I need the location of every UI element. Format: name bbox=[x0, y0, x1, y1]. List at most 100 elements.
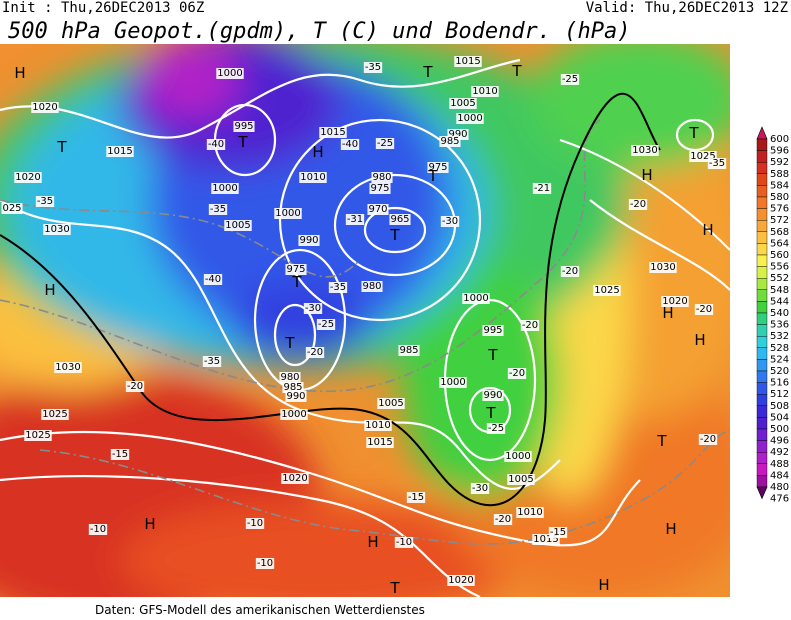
colorbar-cap bbox=[756, 126, 768, 140]
contour-label: 995 bbox=[483, 325, 502, 336]
contour-label: -15 bbox=[550, 527, 566, 538]
contour-label: 990 bbox=[299, 235, 318, 246]
colorbar-swatch bbox=[756, 347, 768, 360]
contour-label: 1025 bbox=[42, 409, 67, 420]
contour-label: -35 bbox=[330, 282, 346, 293]
label-box bbox=[279, 372, 301, 383]
colorbar-swatch bbox=[756, 208, 768, 221]
label-box bbox=[440, 216, 460, 227]
colorbar-label: 576 bbox=[770, 204, 789, 215]
colorbar-swatch bbox=[756, 475, 768, 488]
colorbar-label: 500 bbox=[770, 424, 789, 435]
contour-label: -25 bbox=[488, 423, 504, 434]
label-box bbox=[303, 303, 323, 314]
contour-label: 1015 bbox=[533, 534, 558, 545]
colorbar-swatch bbox=[756, 243, 768, 256]
label-box bbox=[427, 162, 449, 173]
contour-label: 970 bbox=[368, 204, 387, 215]
contour-label: 1030 bbox=[632, 145, 657, 156]
pressure-center: H bbox=[641, 166, 652, 184]
contour-label: -21 bbox=[534, 183, 550, 194]
colorbar-swatch bbox=[756, 278, 768, 291]
contour-label: -40 bbox=[342, 139, 358, 150]
label-box bbox=[694, 304, 714, 315]
contour-label: -15 bbox=[408, 492, 424, 503]
title: 500 hPa Geopot.(gpdm), T (C) und Bodendr… bbox=[8, 19, 631, 44]
label-box bbox=[340, 139, 360, 150]
isobar bbox=[559, 138, 730, 251]
colorbar-label: 588 bbox=[770, 169, 789, 180]
label-box bbox=[389, 214, 411, 225]
contour-label: 1025 bbox=[594, 285, 619, 296]
colorbar-swatch bbox=[756, 231, 768, 244]
isobar bbox=[273, 303, 317, 367]
label-box bbox=[661, 296, 689, 307]
contour-label: -20 bbox=[630, 199, 646, 210]
pressure-center: T bbox=[688, 124, 699, 142]
colorbar-swatch bbox=[756, 382, 768, 395]
colorbar-label: 548 bbox=[770, 285, 789, 296]
label-box bbox=[280, 409, 308, 420]
label-box bbox=[208, 204, 228, 215]
contour-label: -20 bbox=[495, 514, 511, 525]
colorbar-swatch bbox=[756, 405, 768, 418]
colorbar-label: 564 bbox=[770, 238, 789, 249]
contour-label: -35 bbox=[37, 196, 53, 207]
label-box bbox=[285, 391, 307, 402]
label-box bbox=[649, 262, 677, 273]
label-box bbox=[689, 151, 717, 162]
label-box bbox=[377, 398, 405, 409]
label-box bbox=[548, 527, 568, 538]
label-box bbox=[364, 420, 392, 431]
contour-label: 1005 bbox=[225, 220, 250, 231]
contour-label: 1010 bbox=[365, 420, 390, 431]
contour-label: -35 bbox=[365, 62, 381, 73]
label-box bbox=[298, 235, 320, 246]
contour-label: -40 bbox=[205, 274, 221, 285]
label-box bbox=[371, 172, 393, 183]
label-box bbox=[305, 347, 325, 358]
colorbar-label: 572 bbox=[770, 215, 789, 226]
colorbar-label: 552 bbox=[770, 273, 789, 284]
colorbar-label: 580 bbox=[770, 192, 789, 203]
contour-label: -20 bbox=[696, 304, 712, 315]
contour-label: 1000 bbox=[505, 451, 530, 462]
contour-label: 1020 bbox=[282, 473, 307, 484]
isotherm bbox=[39, 429, 730, 545]
label-box bbox=[316, 319, 336, 330]
label-box bbox=[24, 430, 52, 441]
contour-label: 1015 bbox=[107, 146, 132, 157]
contour-label: -40 bbox=[208, 139, 224, 150]
contour-label: 1030 bbox=[44, 224, 69, 235]
label-box bbox=[462, 293, 490, 304]
pressure-center: H bbox=[14, 64, 25, 82]
contour-label: 985 bbox=[283, 382, 302, 393]
label-box bbox=[54, 362, 82, 373]
colorbar-swatch bbox=[756, 138, 768, 151]
label-box bbox=[631, 145, 659, 156]
label-box bbox=[447, 575, 475, 586]
contour-label: 990 bbox=[448, 129, 467, 140]
contour-label: -30 bbox=[472, 483, 488, 494]
contour-label: 1030 bbox=[650, 262, 675, 273]
label-box bbox=[299, 172, 327, 183]
label-box bbox=[88, 524, 108, 535]
label-box bbox=[106, 146, 134, 157]
pressure-center: T bbox=[389, 579, 400, 597]
label-box bbox=[532, 534, 560, 545]
contour-label: 1005 bbox=[450, 98, 475, 109]
colorbar-swatch bbox=[756, 428, 768, 441]
colorbar-swatch bbox=[756, 289, 768, 302]
label-box bbox=[369, 183, 391, 194]
contour-label: -20 bbox=[522, 320, 538, 331]
colorbar-swatch bbox=[756, 359, 768, 372]
contour-label: 1000 bbox=[281, 409, 306, 420]
contour-label: 1025 bbox=[25, 430, 50, 441]
label-box bbox=[593, 285, 621, 296]
contour-label: 975 bbox=[370, 183, 389, 194]
label-box bbox=[454, 56, 482, 67]
label-box bbox=[560, 266, 580, 277]
label-box bbox=[504, 451, 532, 462]
